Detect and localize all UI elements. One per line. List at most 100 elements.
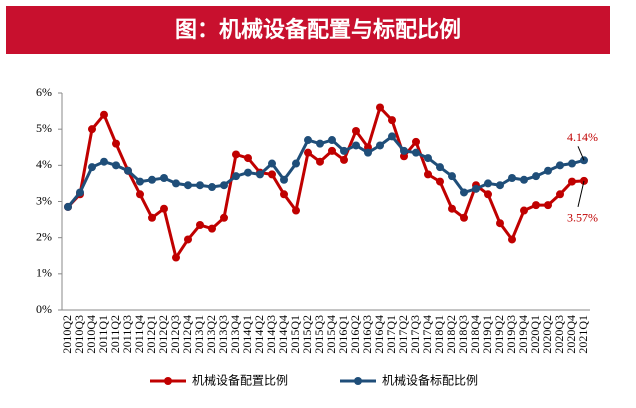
x-tick-label: 2011Q3 (120, 315, 134, 353)
x-tick-label: 2015Q3 (312, 315, 326, 354)
point (388, 116, 396, 125)
x-tick-label: 2012Q3 (168, 315, 182, 354)
y-tick-label: 3% (36, 193, 52, 207)
point (352, 126, 360, 135)
point (352, 141, 360, 150)
x-tick-label: 2017Q3 (408, 315, 422, 354)
point (244, 154, 252, 163)
point (304, 148, 312, 157)
point (376, 103, 384, 112)
y-tick-label: 1% (36, 266, 52, 280)
point (76, 188, 84, 197)
point (436, 177, 444, 186)
series-line (66, 134, 585, 208)
point (292, 206, 300, 215)
point (388, 132, 396, 141)
point (520, 175, 528, 184)
point (208, 224, 216, 233)
y-tick-label: 0% (36, 302, 52, 316)
point (244, 168, 252, 177)
x-tick-label: 2010Q3 (72, 315, 86, 354)
point (340, 146, 348, 155)
point (172, 179, 180, 188)
point (100, 157, 108, 166)
point (88, 163, 96, 172)
point (316, 139, 324, 148)
x-tick-label: 2014Q3 (264, 315, 278, 354)
point (220, 213, 228, 222)
x-tick-label: 2016Q4 (372, 315, 386, 354)
point (220, 181, 228, 190)
point (400, 146, 408, 155)
point (532, 172, 540, 181)
point (508, 173, 516, 182)
x-tick-label: 2018Q1 (432, 315, 446, 354)
point (544, 201, 552, 210)
x-tick-label: 2019Q4 (516, 315, 530, 354)
point (148, 175, 156, 184)
point (484, 179, 492, 188)
point (436, 163, 444, 172)
x-tick-label: 2014Q1 (240, 315, 254, 354)
point (460, 188, 468, 197)
point (232, 150, 240, 159)
x-tick-label: 2020Q3 (552, 315, 566, 354)
title-bar (6, 6, 610, 54)
point (256, 170, 264, 179)
point (136, 177, 144, 186)
point (280, 175, 288, 184)
x-tick-label: 2010Q2 (60, 315, 74, 354)
x-tick-label: 2018Q4 (468, 315, 482, 354)
point (328, 146, 336, 155)
x-tick-label: 2010Q4 (84, 315, 98, 354)
point (136, 190, 144, 199)
point (472, 184, 480, 193)
point (556, 161, 564, 170)
point (280, 190, 288, 199)
point (412, 148, 420, 157)
x-tick-label: 2017Q2 (396, 315, 410, 354)
x-tick-label: 2013Q1 (192, 315, 206, 354)
point (448, 172, 456, 181)
point (196, 181, 204, 190)
point (208, 183, 216, 192)
x-tick-label: 2015Q4 (324, 315, 338, 354)
point (496, 181, 504, 190)
point (496, 219, 504, 228)
x-tick-label: 2020Q2 (540, 315, 554, 354)
point (424, 154, 432, 163)
point (160, 204, 168, 213)
point (196, 221, 204, 230)
chart-title: 图：机械设备配置与标配比例 (175, 17, 461, 43)
x-tick-label: 2017Q4 (420, 315, 434, 354)
x-tick-label: 2012Q2 (156, 315, 170, 354)
x-tick-label: 2012Q4 (180, 315, 194, 354)
point (520, 206, 528, 215)
point (112, 139, 120, 148)
x-tick-label: 2021Q1 (576, 315, 590, 354)
point (424, 170, 432, 179)
legend-label: 机械设备标配比例 (382, 373, 478, 388)
y-tick-label: 5% (36, 121, 52, 135)
y-tick-label: 4% (36, 157, 52, 171)
point (268, 159, 276, 168)
point (160, 173, 168, 182)
x-tick-label: 2015Q1 (288, 315, 302, 354)
point (340, 155, 348, 164)
x-tick-label: 2011Q2 (108, 315, 122, 353)
y-tick-label: 2% (36, 229, 52, 243)
x-tick-label: 2017Q1 (384, 315, 398, 354)
x-tick-label: 2020Q4 (564, 315, 578, 354)
x-tick-label: 2014Q2 (252, 315, 266, 354)
x-tick-label: 2011Q1 (96, 315, 110, 353)
point (532, 201, 540, 210)
annotation: 3.57% (567, 211, 598, 225)
point (328, 136, 336, 145)
x-tick-label: 2013Q3 (216, 315, 230, 354)
x-tick-label: 2015Q2 (300, 315, 314, 354)
x-tick-label: 2019Q1 (480, 315, 494, 354)
point (316, 157, 324, 166)
annotation-leader (577, 180, 585, 207)
point (412, 137, 420, 146)
legend-label: 机械设备配置比例 (192, 373, 288, 388)
